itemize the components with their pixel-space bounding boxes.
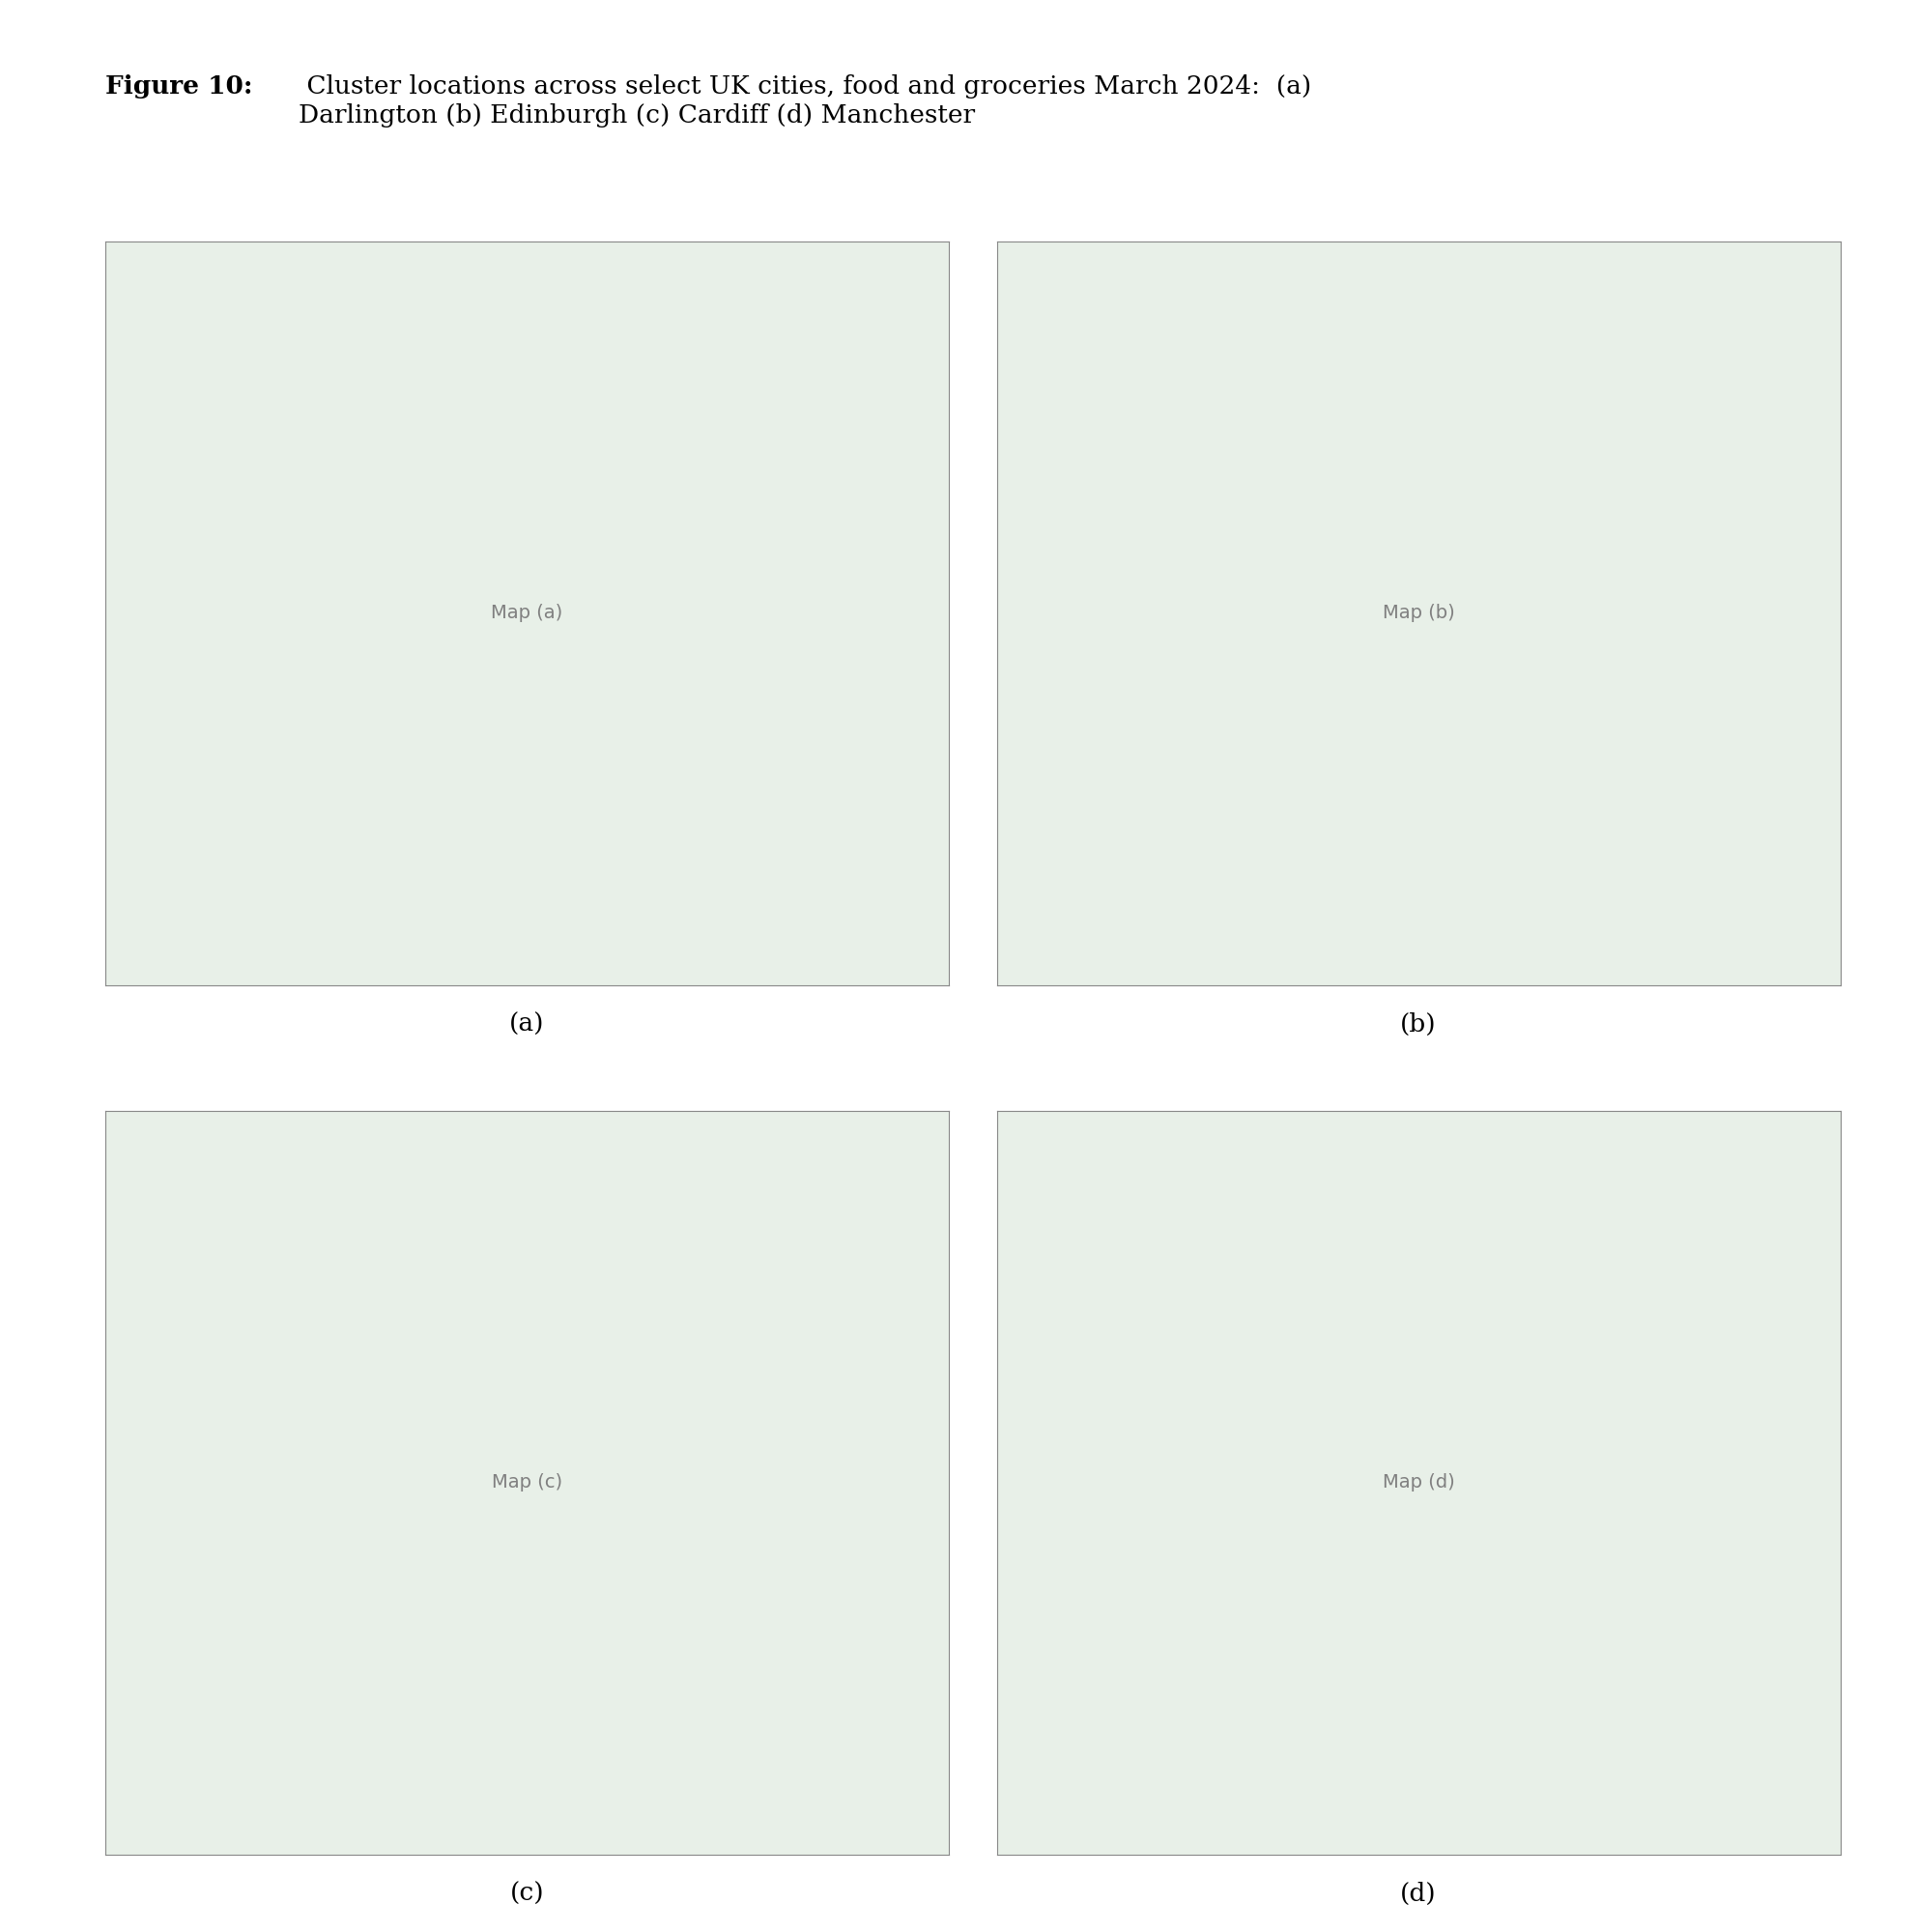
Text: Figure 10:: Figure 10: (105, 75, 253, 99)
Text: Map (b): Map (b) (1382, 605, 1455, 622)
Text: (a): (a) (510, 1012, 544, 1036)
Text: Map (a): Map (a) (491, 605, 564, 622)
Text: Cluster locations across select UK cities, food and groceries March 2024:  (a)
D: Cluster locations across select UK citie… (299, 75, 1311, 128)
Text: (b): (b) (1401, 1012, 1436, 1036)
Text: Map (c): Map (c) (493, 1474, 562, 1492)
Text: (d): (d) (1401, 1882, 1436, 1905)
Text: Map (d): Map (d) (1382, 1474, 1455, 1492)
Text: (c): (c) (510, 1882, 544, 1905)
